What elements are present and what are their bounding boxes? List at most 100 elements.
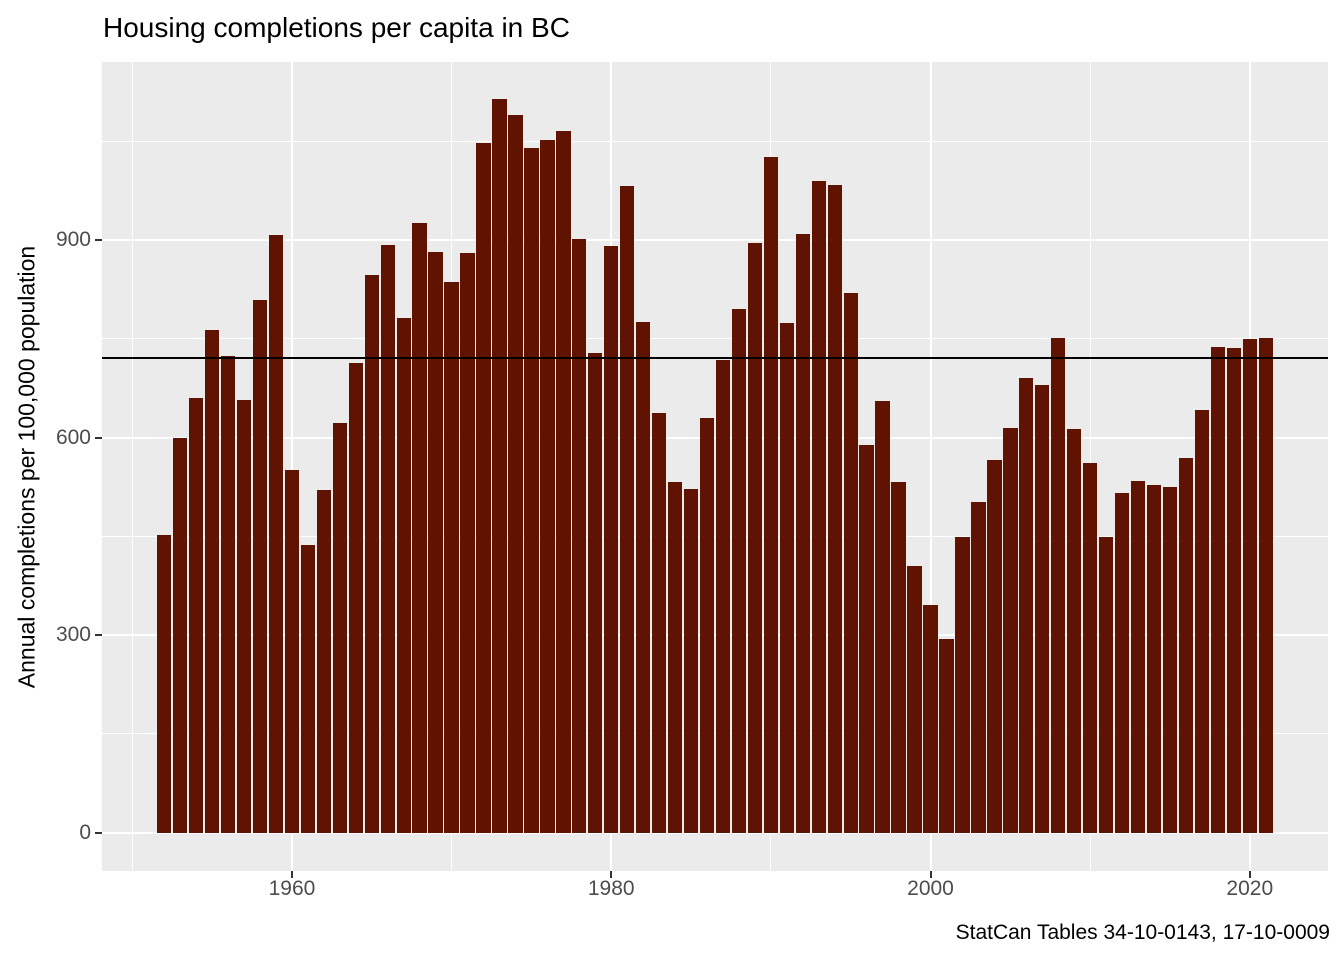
x-tick-label: 1980 [587, 877, 635, 900]
bar-1987 [715, 360, 731, 833]
bar-1954 [189, 397, 204, 833]
bar-1966 [380, 245, 395, 833]
x-axis-tick [610, 871, 613, 878]
bar-1989 [747, 242, 763, 833]
bar-1994 [827, 185, 842, 833]
bar-2003 [971, 502, 986, 833]
bar-1975 [524, 147, 539, 833]
x-axis-tick [929, 871, 932, 878]
bar-1988 [731, 309, 747, 833]
x-tick-label: 2000 [907, 877, 954, 900]
bar-1991 [779, 322, 794, 833]
bar-2004 [987, 459, 1002, 833]
bar-1982 [635, 321, 651, 833]
y-tick-label: 600 [55, 425, 91, 449]
y-major-gridline [102, 831, 1328, 834]
bar-1967 [396, 318, 411, 833]
bar-1974 [508, 114, 523, 833]
bar-2015 [1162, 486, 1178, 833]
bar-1955 [204, 330, 220, 833]
bar-2013 [1130, 480, 1146, 833]
bar-1958 [252, 299, 268, 833]
bar-1956 [220, 355, 236, 833]
bar-1964 [348, 363, 363, 833]
y-axis-tick [95, 831, 102, 834]
bar-2018 [1210, 346, 1226, 833]
bar-1968 [412, 223, 427, 833]
x-major-gridline [290, 62, 293, 871]
bar-2001 [939, 639, 954, 833]
bar-1957 [236, 399, 252, 833]
y-major-gridline [102, 436, 1328, 439]
bar-2012 [1114, 492, 1130, 833]
bar-1972 [476, 143, 491, 833]
bar-2010 [1082, 462, 1098, 833]
y-axis-title: Annual completions per 100,000 populatio… [13, 245, 40, 689]
bar-1960 [284, 469, 300, 833]
bar-1985 [683, 488, 699, 833]
plot-panel [102, 62, 1328, 871]
chart-title: Housing completions per capita in BC [103, 12, 570, 43]
y-minor-gridline [102, 535, 1328, 537]
y-minor-gridline [102, 140, 1328, 142]
bar-1980 [604, 245, 619, 833]
bar-1965 [364, 274, 379, 833]
bar-1959 [268, 235, 284, 833]
y-tick-label: 900 [55, 227, 91, 251]
y-tick-label: 300 [55, 623, 91, 647]
bar-2008 [1051, 338, 1066, 833]
bar-1978 [572, 239, 587, 833]
bar-2000 [923, 604, 938, 833]
bar-2007 [1035, 384, 1050, 833]
bar-2020 [1242, 338, 1257, 833]
bar-2006 [1019, 378, 1034, 833]
bar-2011 [1098, 536, 1114, 833]
x-tick-label: 2020 [1226, 877, 1274, 900]
y-minor-gridline [102, 338, 1328, 340]
bar-2021 [1258, 338, 1273, 833]
x-major-gridline [929, 62, 932, 871]
y-axis-tick [95, 634, 102, 637]
bar-1984 [667, 481, 683, 833]
y-axis-tick [95, 238, 102, 241]
y-major-gridline [102, 634, 1328, 637]
bar-2009 [1066, 428, 1082, 833]
bar-1952 [157, 535, 172, 833]
mean-reference-line [102, 357, 1328, 360]
bar-1979 [588, 353, 603, 833]
bar-2017 [1194, 409, 1210, 833]
x-tick-label: 1960 [268, 877, 316, 900]
x-axis-tick [290, 871, 293, 878]
bar-2016 [1178, 457, 1194, 833]
bar-1969 [428, 251, 443, 833]
bar-1953 [173, 437, 188, 833]
bar-1986 [699, 417, 715, 833]
bar-2019 [1226, 347, 1241, 833]
x-axis-tick [1248, 871, 1251, 878]
bar-1997 [875, 400, 890, 833]
bar-2002 [955, 536, 970, 833]
bar-1976 [540, 139, 555, 833]
bar-1995 [843, 293, 858, 833]
bar-1981 [620, 185, 635, 833]
chart-caption: StatCan Tables 34-10-0143, 17-10-0009 [955, 921, 1330, 944]
y-major-gridline [102, 238, 1328, 241]
y-axis-tick [95, 436, 102, 439]
bar-2005 [1003, 427, 1018, 833]
bar-1962 [316, 489, 332, 833]
bar-1996 [859, 444, 874, 833]
bar-2014 [1146, 484, 1162, 833]
y-minor-gridline [102, 733, 1328, 735]
x-minor-gridline [131, 62, 133, 871]
bar-1971 [460, 253, 475, 833]
bar-1998 [891, 481, 906, 833]
bar-1993 [811, 180, 826, 833]
bar-1983 [651, 413, 667, 833]
bar-1970 [444, 282, 459, 833]
y-tick-label: 0 [79, 820, 91, 844]
bar-1977 [556, 130, 571, 833]
bar-1961 [300, 544, 316, 833]
bar-1999 [907, 565, 922, 833]
